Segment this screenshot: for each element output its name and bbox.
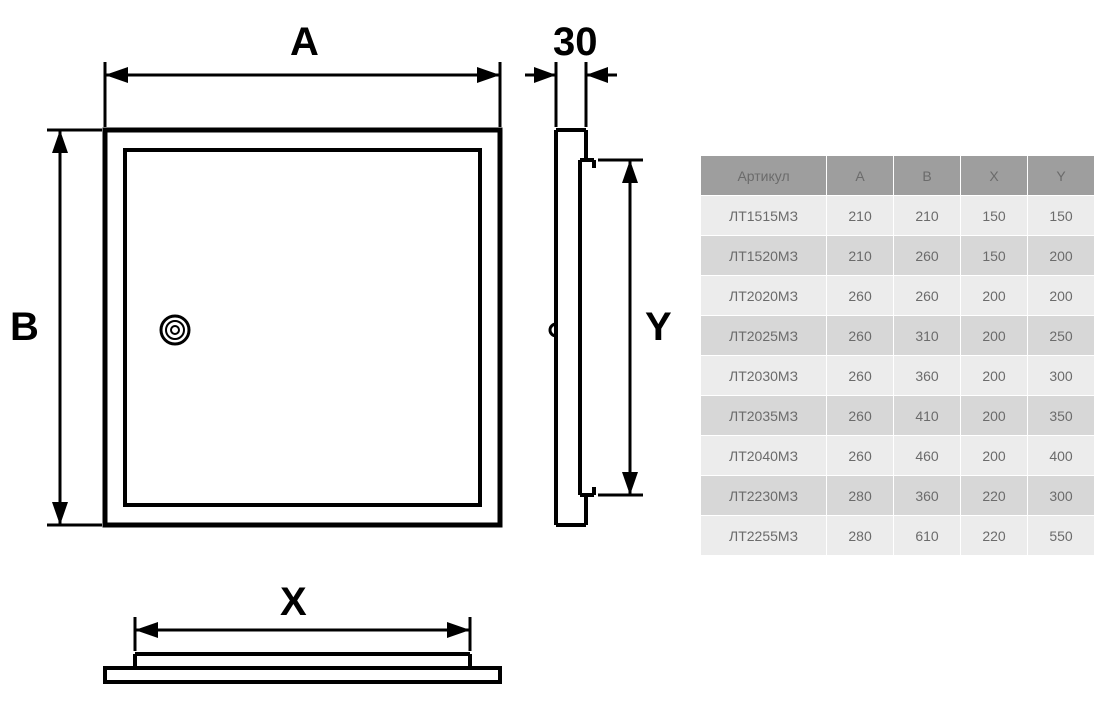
- label-30: 30: [553, 20, 598, 65]
- table-cell: 260: [827, 276, 894, 316]
- table-cell: ЛТ2255МЗ: [701, 516, 827, 556]
- table-cell: 610: [894, 516, 961, 556]
- table-row: ЛТ2025МЗ260310200250: [701, 316, 1095, 356]
- table-cell: 310: [894, 316, 961, 356]
- table-cell: 220: [961, 516, 1028, 556]
- label-x: X: [280, 580, 307, 625]
- table-cell: 350: [1027, 396, 1094, 436]
- table-row: ЛТ1520МЗ210260150200: [701, 236, 1095, 276]
- table-header-row: АртикулABXY: [701, 156, 1095, 196]
- table-cell: ЛТ2030МЗ: [701, 356, 827, 396]
- table-cell: 260: [894, 276, 961, 316]
- table-cell: 360: [894, 356, 961, 396]
- diagram-area: A 30 B Y X: [0, 0, 680, 707]
- table-cell: 200: [1027, 236, 1094, 276]
- table-cell: 460: [894, 436, 961, 476]
- table-cell: ЛТ1515МЗ: [701, 196, 827, 236]
- table-cell: 150: [1027, 196, 1094, 236]
- label-y: Y: [645, 305, 672, 350]
- table-row: ЛТ2230МЗ280360220300: [701, 476, 1095, 516]
- table-cell: 280: [827, 476, 894, 516]
- table-cell: 210: [827, 236, 894, 276]
- table-cell: ЛТ2025МЗ: [701, 316, 827, 356]
- table-row: ЛТ2020МЗ260260200200: [701, 276, 1095, 316]
- table-row: ЛТ2040МЗ260460200400: [701, 436, 1095, 476]
- table-cell: ЛТ1520МЗ: [701, 236, 827, 276]
- table-row: ЛТ1515МЗ210210150150: [701, 196, 1095, 236]
- table-cell: 400: [1027, 436, 1094, 476]
- table-cell: 220: [961, 476, 1028, 516]
- table-cell: ЛТ2020МЗ: [701, 276, 827, 316]
- table-cell: ЛТ2035МЗ: [701, 396, 827, 436]
- table-cell: 260: [827, 356, 894, 396]
- dim-x: [0, 0, 680, 707]
- spec-table: АртикулABXY ЛТ1515МЗ210210150150ЛТ1520МЗ…: [700, 155, 1095, 556]
- table-cell: 300: [1027, 476, 1094, 516]
- table-cell: 200: [961, 356, 1028, 396]
- table-cell: 250: [1027, 316, 1094, 356]
- table-header-cell: B: [894, 156, 961, 196]
- table-row: ЛТ2255МЗ280610220550: [701, 516, 1095, 556]
- table-body: ЛТ1515МЗ210210150150ЛТ1520МЗ210260150200…: [701, 196, 1095, 556]
- table-cell: 200: [1027, 276, 1094, 316]
- table-cell: 210: [827, 196, 894, 236]
- table-cell: 260: [827, 396, 894, 436]
- table-header-cell: A: [827, 156, 894, 196]
- table-cell: 280: [827, 516, 894, 556]
- label-a: A: [290, 20, 319, 65]
- table-row: ЛТ2030МЗ260360200300: [701, 356, 1095, 396]
- table-cell: 150: [961, 236, 1028, 276]
- table-cell: 260: [894, 236, 961, 276]
- table-cell: 410: [894, 396, 961, 436]
- table-cell: 150: [961, 196, 1028, 236]
- table-cell: ЛТ2230МЗ: [701, 476, 827, 516]
- spec-table-area: АртикулABXY ЛТ1515МЗ210210150150ЛТ1520МЗ…: [700, 155, 1095, 556]
- table-header-cell: X: [961, 156, 1028, 196]
- table-cell: 260: [827, 316, 894, 356]
- label-b: B: [10, 305, 39, 350]
- table-cell: ЛТ2040МЗ: [701, 436, 827, 476]
- table-cell: 360: [894, 476, 961, 516]
- table-cell: 550: [1027, 516, 1094, 556]
- table-cell: 200: [961, 316, 1028, 356]
- table-cell: 300: [1027, 356, 1094, 396]
- table-cell: 200: [961, 276, 1028, 316]
- table-cell: 200: [961, 396, 1028, 436]
- table-header-cell: Артикул: [701, 156, 827, 196]
- table-header-cell: Y: [1027, 156, 1094, 196]
- table-cell: 260: [827, 436, 894, 476]
- table-cell: 210: [894, 196, 961, 236]
- table-row: ЛТ2035МЗ260410200350: [701, 396, 1095, 436]
- table-cell: 200: [961, 436, 1028, 476]
